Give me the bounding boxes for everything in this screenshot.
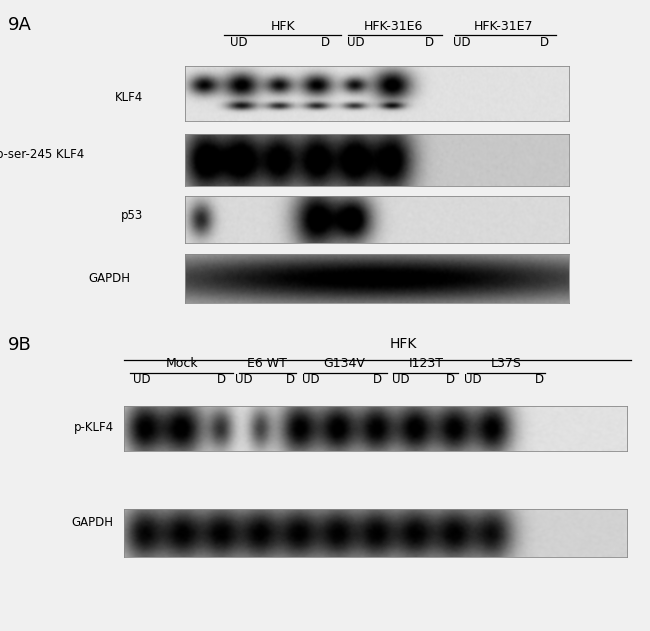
Text: D: D: [535, 373, 544, 386]
Text: 9A: 9A: [8, 16, 32, 34]
Text: GAPDH: GAPDH: [72, 516, 114, 529]
Text: E6 WT: E6 WT: [246, 357, 287, 370]
Text: D: D: [320, 36, 330, 49]
Text: G134V: G134V: [324, 357, 365, 370]
Text: D: D: [286, 373, 295, 386]
Text: p-KLF4: p-KLF4: [73, 422, 114, 434]
Text: UD: UD: [229, 36, 248, 49]
Text: KLF4: KLF4: [115, 91, 143, 104]
Text: HFK: HFK: [270, 20, 295, 33]
Text: UD: UD: [302, 373, 320, 386]
Text: L37S: L37S: [490, 357, 521, 370]
Text: D: D: [540, 36, 549, 49]
Text: UD: UD: [464, 373, 482, 386]
Text: D: D: [372, 373, 382, 386]
Text: HFK-31E6: HFK-31E6: [363, 20, 423, 33]
Text: 9B: 9B: [8, 336, 32, 354]
Text: Mock: Mock: [166, 357, 198, 370]
Text: GAPDH: GAPDH: [88, 273, 130, 285]
Text: HFK: HFK: [389, 338, 417, 351]
Text: UD: UD: [235, 373, 253, 386]
Text: D: D: [216, 373, 226, 386]
Text: UD: UD: [133, 373, 151, 386]
Text: p53: p53: [121, 209, 143, 222]
Text: HFK-31E7: HFK-31E7: [474, 20, 534, 33]
Text: D: D: [446, 373, 455, 386]
Text: UD: UD: [392, 373, 410, 386]
Text: I123T: I123T: [408, 357, 443, 370]
Text: p-ser-245 KLF4: p-ser-245 KLF4: [0, 148, 84, 161]
Text: UD: UD: [347, 36, 365, 49]
Text: D: D: [424, 36, 434, 49]
Text: UD: UD: [452, 36, 471, 49]
